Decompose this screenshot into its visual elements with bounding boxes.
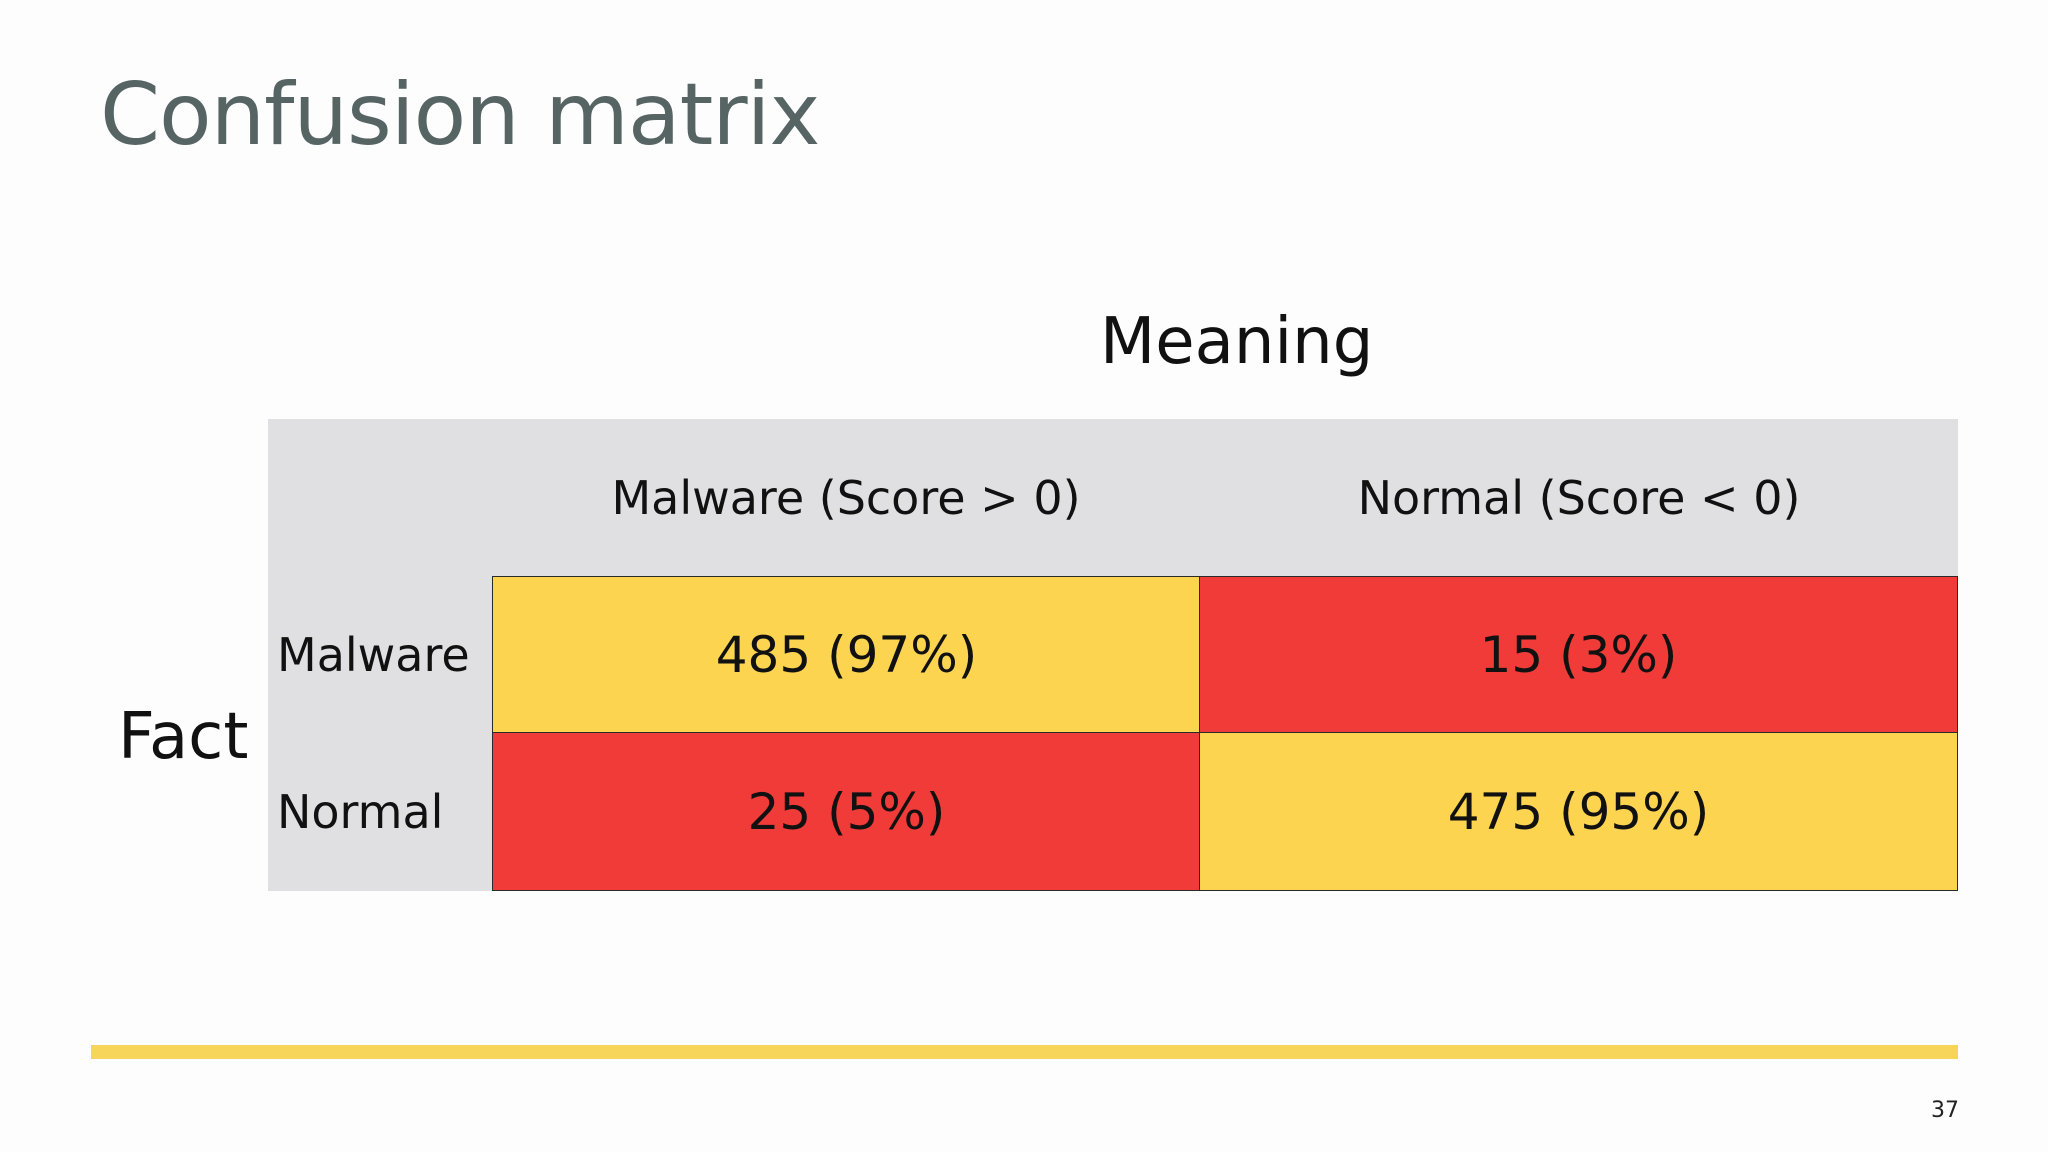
row-axis-label: Fact: [118, 700, 249, 774]
column-header-normal: Normal (Score < 0): [1357, 470, 1801, 525]
slide-title: Confusion matrix: [100, 65, 820, 165]
cell-true-negative: 475 (95%): [1199, 732, 1958, 891]
column-header-malware: Malware (Score > 0): [611, 470, 1081, 525]
cell-false-negative: 15 (3%): [1199, 576, 1958, 734]
cell-false-positive: 25 (5%): [492, 732, 1201, 891]
row-header-normal: Normal: [277, 784, 444, 839]
row-header-malware: Malware: [277, 627, 470, 682]
cell-true-positive: 485 (97%): [492, 576, 1201, 734]
accent-bar: [91, 1045, 1958, 1059]
column-axis-label: Meaning: [1100, 305, 1374, 379]
page-number: 37: [1931, 1098, 1959, 1123]
